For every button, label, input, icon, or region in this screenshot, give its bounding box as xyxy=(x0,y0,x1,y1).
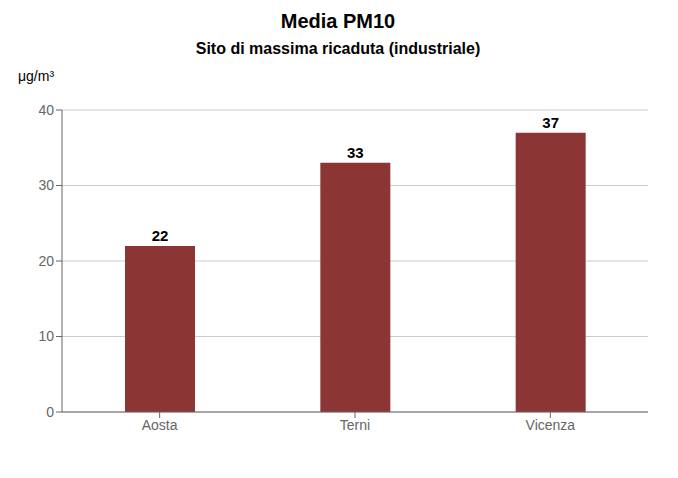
html-text:Media PM10: Media PM10 xyxy=(280,10,396,32)
html-text:μg/m³: μg/m³ xyxy=(18,68,55,84)
svg-text:Aosta: Aosta xyxy=(142,417,178,433)
svg-text:Vicenza: Vicenza xyxy=(526,417,576,433)
svg-text:Terni: Terni xyxy=(340,417,370,433)
html-text:Sito di massima ricaduta (indu: Sito di massima ricaduta (industriale) xyxy=(195,40,481,57)
svg-text:0: 0 xyxy=(46,404,54,420)
svg-text:37: 37 xyxy=(542,114,559,131)
svg-text:33: 33 xyxy=(347,144,364,161)
svg-text:30: 30 xyxy=(38,177,54,193)
svg-text:20: 20 xyxy=(38,253,54,269)
svg-text:22: 22 xyxy=(152,227,169,244)
svg-text:40: 40 xyxy=(38,102,54,118)
svg-text:10: 10 xyxy=(38,328,54,344)
